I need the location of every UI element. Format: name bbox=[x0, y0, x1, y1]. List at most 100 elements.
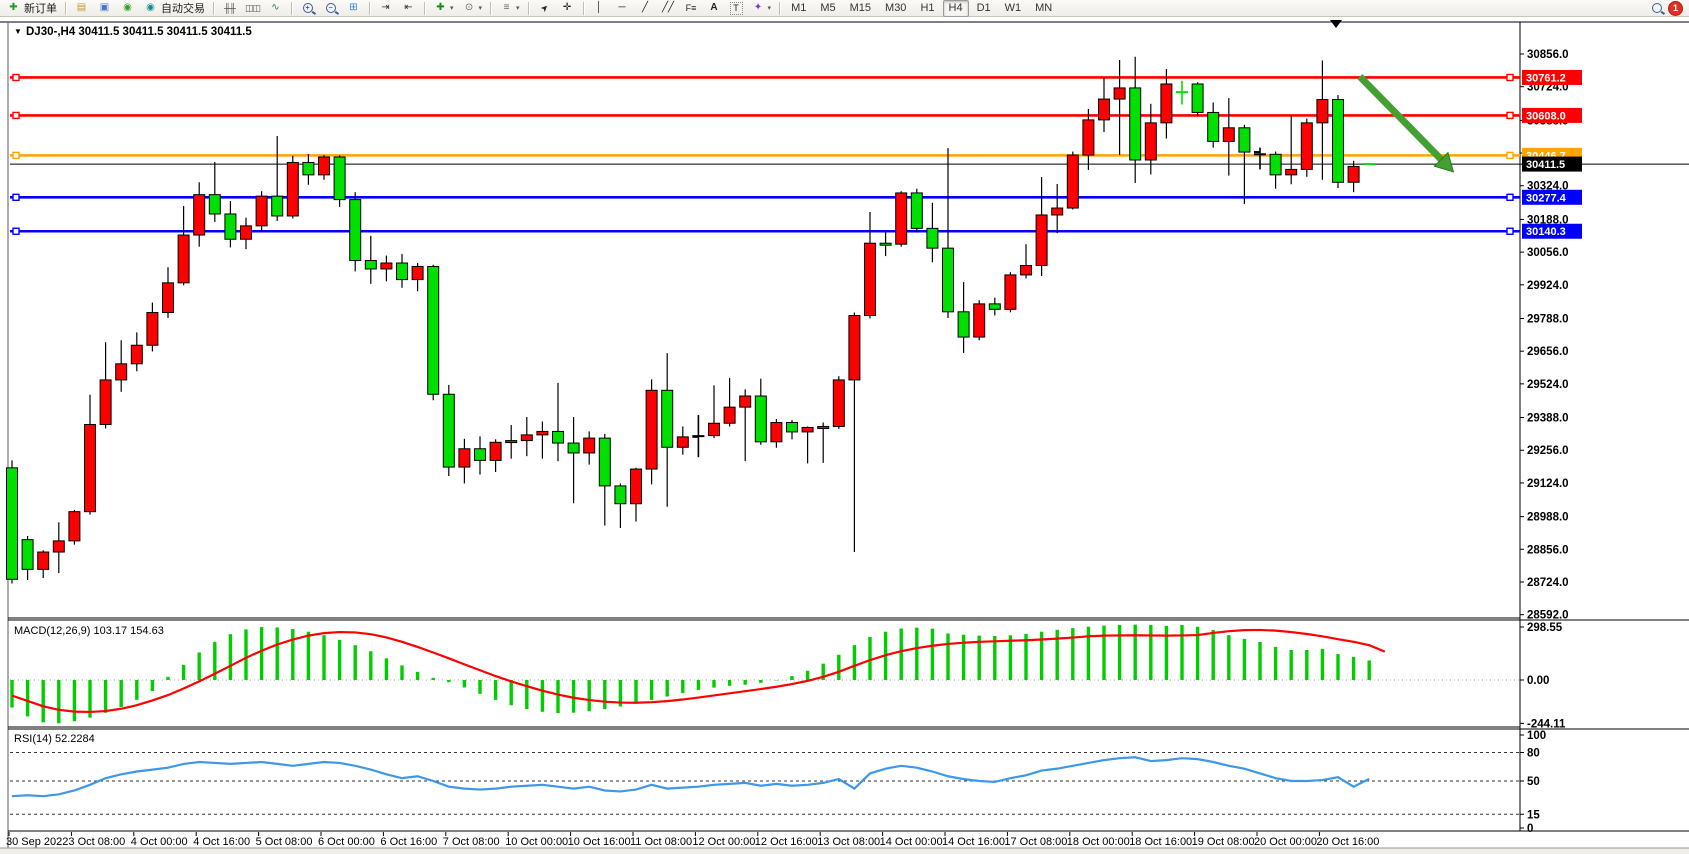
time-axis[interactable]: 30 Sep 2022 3 Oct 08:00 4 Oct 00:00 4 Oct 1… bbox=[6, 832, 1379, 848]
svg-text:12 Oct 16:00: 12 Oct 16:00 bbox=[755, 836, 818, 848]
periods-icon: ⊙ bbox=[464, 2, 474, 13]
autotrading-button[interactable]: ◉ 自动交易 bbox=[140, 0, 208, 17]
toolbar-separator bbox=[369, 1, 370, 15]
macd-label: MACD(12,26,9) 103.17 154.63 bbox=[14, 625, 164, 637]
zoom-out-button[interactable]: − bbox=[320, 0, 341, 17]
svg-text:28592.0: 28592.0 bbox=[1527, 610, 1569, 622]
new-order-button[interactable]: ✚ 新订单 bbox=[3, 0, 60, 17]
search-button[interactable] bbox=[1646, 0, 1667, 17]
channel-button[interactable]: ╱╱ bbox=[658, 0, 679, 17]
svg-text:30056.0: 30056.0 bbox=[1527, 247, 1569, 259]
timeframe-m30-button[interactable]: M30 bbox=[879, 0, 912, 17]
templates-button[interactable]: ≡ ▾ bbox=[496, 0, 523, 17]
fibonacci-button[interactable]: F≡ bbox=[681, 0, 702, 17]
timeframe-h4-button[interactable]: H4 bbox=[942, 0, 969, 17]
toolbar-separator bbox=[424, 1, 425, 15]
timeframe-label: H4 bbox=[948, 2, 963, 14]
rsi-panel: 100 80 50 15 0 RSI(14) 52.2284 bbox=[10, 730, 1546, 835]
svg-text:11 Oct 08:00: 11 Oct 08:00 bbox=[630, 836, 692, 848]
channel-icon: ╱╱ bbox=[662, 2, 675, 13]
indicators-icon: ✚ bbox=[436, 2, 445, 13]
svg-text:5 Oct 08:00: 5 Oct 08:00 bbox=[256, 836, 313, 848]
svg-text:30856.0: 30856.0 bbox=[1527, 49, 1569, 61]
toolbar-separator bbox=[779, 1, 781, 15]
svg-text:3 Oct 08:00: 3 Oct 08:00 bbox=[68, 836, 125, 848]
fibonacci-icon: F≡ bbox=[685, 2, 697, 13]
timeframe-label: M30 bbox=[885, 2, 907, 14]
chart-canvas[interactable]: 30856.030724.030588.030456.030324.030188… bbox=[0, 17, 1689, 854]
tile-windows-button[interactable]: ⊞ bbox=[343, 0, 364, 17]
sell-arrow[interactable] bbox=[1357, 74, 1455, 173]
timeframe-h1-button[interactable]: H1 bbox=[914, 0, 940, 17]
svg-text:10 Oct 00:00: 10 Oct 00:00 bbox=[505, 836, 568, 848]
arrows-icon: ✦ bbox=[753, 2, 763, 13]
crosshair-button[interactable]: ✛ bbox=[557, 0, 578, 17]
svg-text:19 Oct 08:00: 19 Oct 08:00 bbox=[1192, 836, 1255, 848]
svg-text:29656.0: 29656.0 bbox=[1527, 346, 1569, 358]
indicators-button[interactable]: ✚ ▾ bbox=[430, 0, 457, 17]
journal-button[interactable]: ▤ bbox=[71, 0, 92, 17]
periods-button[interactable]: ⊙ ▾ bbox=[459, 0, 486, 17]
rsi-label: RSI(14) 52.2284 bbox=[14, 733, 95, 745]
vertical-line-button[interactable]: │ bbox=[589, 0, 610, 17]
svg-text:30140.3: 30140.3 bbox=[1526, 226, 1566, 238]
chevron-down-icon: ▾ bbox=[767, 5, 772, 12]
timeframe-d1-button[interactable]: D1 bbox=[971, 0, 997, 17]
horizontal-line-icon: ─ bbox=[618, 2, 626, 13]
hline-resistance-2[interactable] bbox=[10, 111, 1520, 120]
chart-window[interactable]: 30856.030724.030588.030456.030324.030188… bbox=[0, 17, 1689, 854]
line-chart-button[interactable]: ∿ bbox=[265, 0, 286, 17]
search-icon bbox=[1649, 1, 1664, 15]
toolbar-separator bbox=[527, 1, 529, 15]
profile-icon: ▣ bbox=[99, 2, 110, 13]
bar-chart-button[interactable]: ╫╫ bbox=[219, 0, 240, 17]
hline-pivot[interactable] bbox=[10, 151, 1520, 160]
cursor-icon: ➤ bbox=[537, 1, 550, 14]
svg-text:100: 100 bbox=[1527, 730, 1546, 742]
hline-resistance-1[interactable] bbox=[10, 73, 1520, 82]
timeframe-label: W1 bbox=[1004, 2, 1022, 14]
timeframe-m1-button[interactable]: M1 bbox=[785, 0, 812, 17]
chart-shift-button[interactable]: ⇤ bbox=[398, 0, 419, 17]
svg-text:29924.0: 29924.0 bbox=[1527, 280, 1569, 292]
notification-badge[interactable]: 1 bbox=[1668, 0, 1683, 16]
scroll-end-icon: ⇥ bbox=[381, 2, 390, 13]
horizontal-line-button[interactable]: ─ bbox=[612, 0, 633, 17]
toolbar-separator bbox=[582, 1, 584, 15]
chart-shift-marker[interactable] bbox=[1330, 20, 1342, 28]
svg-text:0.00: 0.00 bbox=[1527, 675, 1549, 687]
chevron-down-icon: ▾ bbox=[516, 5, 520, 12]
timeframe-m15-button[interactable]: M15 bbox=[844, 0, 877, 17]
candlestick-chart-button[interactable]: ◫◫ bbox=[242, 0, 263, 17]
svg-text:18 Oct 16:00: 18 Oct 16:00 bbox=[1129, 836, 1192, 848]
autotrading-button-label: 自动交易 bbox=[161, 3, 205, 15]
cursor-button[interactable]: ➤ bbox=[534, 0, 555, 17]
label-button[interactable]: T bbox=[727, 0, 746, 17]
trendline-button[interactable]: ╱ bbox=[635, 0, 656, 17]
svg-text:50: 50 bbox=[1527, 776, 1540, 788]
profile-button[interactable]: ▣ bbox=[94, 0, 115, 17]
arrows-button[interactable]: ✦ ▾ bbox=[748, 0, 775, 17]
svg-text:15: 15 bbox=[1527, 809, 1540, 821]
sound-button[interactable]: ◉ bbox=[117, 0, 138, 17]
new-order-icon: ✚ bbox=[9, 2, 18, 13]
toolbar-separator bbox=[291, 1, 292, 15]
timeframe-m5-button[interactable]: M5 bbox=[814, 0, 841, 17]
price-badges: 30761.230608.030446.730277.430140.330411… bbox=[1522, 69, 1582, 239]
collapse-icon: ▼ bbox=[14, 27, 22, 36]
chart-shift-icon: ⇤ bbox=[404, 2, 413, 13]
bar-chart-icon: ╫╫ bbox=[224, 2, 236, 13]
text-button[interactable]: A bbox=[704, 0, 725, 17]
svg-text:30608.0: 30608.0 bbox=[1526, 110, 1566, 122]
svg-text:20 Oct 00:00: 20 Oct 00:00 bbox=[1254, 836, 1317, 848]
timeframe-mn-button[interactable]: MN bbox=[1029, 0, 1058, 17]
timeframe-label: MN bbox=[1035, 2, 1053, 14]
svg-text:28856.0: 28856.0 bbox=[1527, 544, 1569, 556]
macd-panel: 298.55 0.00 -244.11 MACD(12,26,9) 103.17 15… bbox=[10, 622, 1566, 730]
zoom-in-button[interactable]: + bbox=[297, 0, 318, 17]
chevron-down-icon: ▾ bbox=[450, 5, 454, 12]
scroll-to-end-button[interactable]: ⇥ bbox=[375, 0, 396, 17]
timeframe-w1-button[interactable]: W1 bbox=[999, 0, 1028, 17]
chevron-down-icon: ▾ bbox=[478, 5, 483, 12]
line-chart-icon: ∿ bbox=[271, 2, 280, 13]
